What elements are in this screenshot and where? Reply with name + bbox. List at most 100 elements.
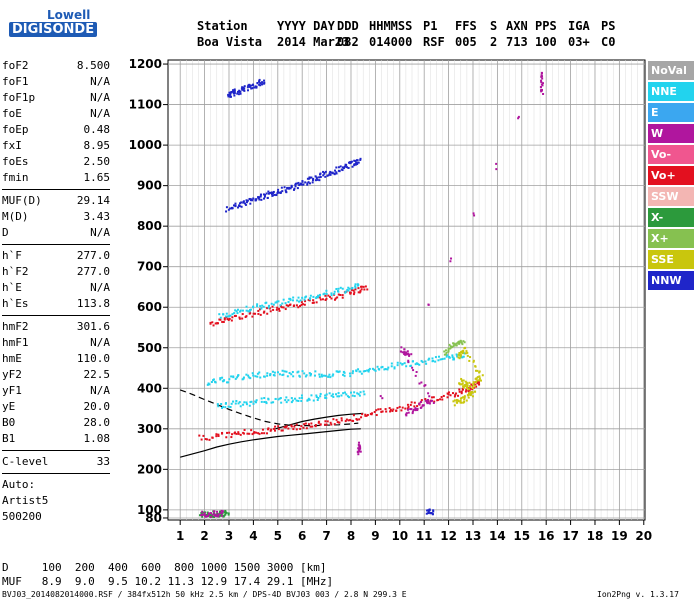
- trace-point-nnw: [234, 202, 237, 205]
- trace-point-nne: [362, 390, 365, 393]
- trace-point-nne: [441, 358, 444, 361]
- trace-point-nne: [236, 308, 239, 311]
- trace-point-nne: [259, 305, 262, 308]
- trace-point-w: [409, 408, 412, 411]
- trace-point-nnw: [281, 190, 284, 193]
- x-tick-label: 4: [249, 529, 257, 543]
- trace-point-nne: [316, 398, 319, 401]
- trace-point-nne: [356, 284, 359, 287]
- trace-point-nne: [281, 302, 284, 305]
- separator: [2, 244, 110, 248]
- trace-point-w: [202, 513, 205, 516]
- trace-point-vo-: [455, 392, 458, 395]
- trace-point-nne: [383, 368, 386, 371]
- trace-point-w: [358, 450, 361, 453]
- trace-point-nne: [455, 353, 458, 356]
- trace-point-w: [406, 408, 409, 411]
- trace-point-w: [201, 510, 204, 513]
- trace-point-sse: [469, 391, 472, 394]
- trace-point-nne: [354, 283, 357, 286]
- trace-point-vo-: [340, 419, 343, 422]
- trace-point-x-: [452, 345, 455, 348]
- trace-point-nnw: [324, 170, 327, 173]
- trace-point-nne: [420, 359, 423, 362]
- trace-point-w: [215, 514, 218, 517]
- trace-point-sse: [461, 379, 464, 382]
- trace-point-w: [358, 441, 361, 444]
- trace-point-vo-: [332, 418, 335, 421]
- trace-point-nne: [263, 396, 266, 399]
- x-tick-label: 11: [416, 529, 433, 543]
- trace-point-nnw: [430, 512, 433, 515]
- param-row: hmF1 N/A: [2, 335, 110, 351]
- param-key: B0: [2, 416, 16, 429]
- trace-point-nnw: [314, 175, 317, 178]
- trace-point-vo-: [266, 432, 269, 435]
- trace-point-vo-: [349, 291, 352, 294]
- trace-point-sse: [465, 399, 468, 402]
- trace-point-nnw: [247, 84, 250, 87]
- trace-point-nnw: [248, 198, 251, 201]
- trace-point-nnw: [232, 204, 235, 207]
- trace-point-nne: [337, 370, 340, 373]
- trace-point-nne: [245, 305, 248, 308]
- trace-point-nnw: [232, 90, 235, 93]
- trace-point-vo-: [273, 429, 276, 432]
- trace-point-sse: [466, 382, 469, 385]
- trace-point-vo-: [389, 408, 392, 411]
- trace-point-w: [356, 450, 359, 453]
- trace-point-w: [217, 513, 220, 516]
- trace-point-vo-: [287, 427, 290, 430]
- param-value: 110.0: [76, 352, 110, 365]
- trace-point-nne: [297, 399, 300, 402]
- trace-point-nne: [309, 373, 312, 376]
- header-bottom-10: C0: [601, 35, 616, 49]
- trace-point-nne: [294, 397, 297, 400]
- trace-point-vo-: [263, 310, 266, 313]
- trace-point-vo-: [223, 317, 226, 320]
- trace-point-vo-: [432, 396, 435, 399]
- trace-point-vo-: [311, 425, 314, 428]
- trace-point-nne: [237, 374, 240, 377]
- trace-point-sse: [461, 352, 464, 355]
- param-value: 2.50: [83, 155, 111, 168]
- trace-point-vo-: [262, 311, 265, 314]
- trace-point-sse: [463, 398, 466, 401]
- trace-point-w: [540, 79, 543, 82]
- trace-point-vo-: [267, 427, 270, 430]
- trace-point-w: [424, 384, 427, 387]
- trace-point-vo-: [326, 420, 329, 423]
- trace-point-nne: [214, 380, 217, 383]
- trace-point-nne: [256, 303, 259, 306]
- trace-point-vo-: [449, 394, 452, 397]
- trace-point-vo-: [439, 398, 442, 401]
- trace-point-nnw: [237, 93, 240, 96]
- trace-point-vo-: [344, 420, 347, 423]
- trace-point-nnw: [323, 172, 326, 175]
- trace-point-w: [418, 402, 421, 405]
- trace-point-nne: [235, 399, 238, 402]
- trace-point-nne: [241, 378, 244, 381]
- trace-point-nne: [301, 296, 304, 299]
- trace-point-sse: [462, 385, 465, 388]
- trace-point-w: [213, 514, 216, 517]
- trace-point-vo-: [211, 436, 214, 439]
- param-row: fmin 1.65: [2, 170, 110, 186]
- trace-point-nne: [393, 367, 396, 370]
- distance-row: D 100 200 400 600 800 1000 1500 3000 [km…: [2, 561, 327, 574]
- trace-point-nne: [241, 309, 244, 312]
- trace-point-nne: [278, 397, 281, 400]
- trace-point-nne: [411, 360, 414, 363]
- trace-point-vo-: [361, 413, 364, 416]
- trace-point-nnw: [258, 78, 261, 81]
- trace-point-nnw: [355, 161, 358, 164]
- trace-point-nnw: [324, 175, 327, 178]
- trace-point-vo-: [420, 399, 423, 402]
- header-top-0: Station: [197, 19, 248, 33]
- legend-item-sse: SSE: [648, 250, 694, 269]
- trace-point-nne: [337, 287, 340, 290]
- trace-point-nnw: [345, 163, 348, 166]
- x-tick-label: 19: [611, 529, 628, 543]
- trace-point-w: [540, 72, 543, 75]
- trace-point-w: [542, 92, 545, 95]
